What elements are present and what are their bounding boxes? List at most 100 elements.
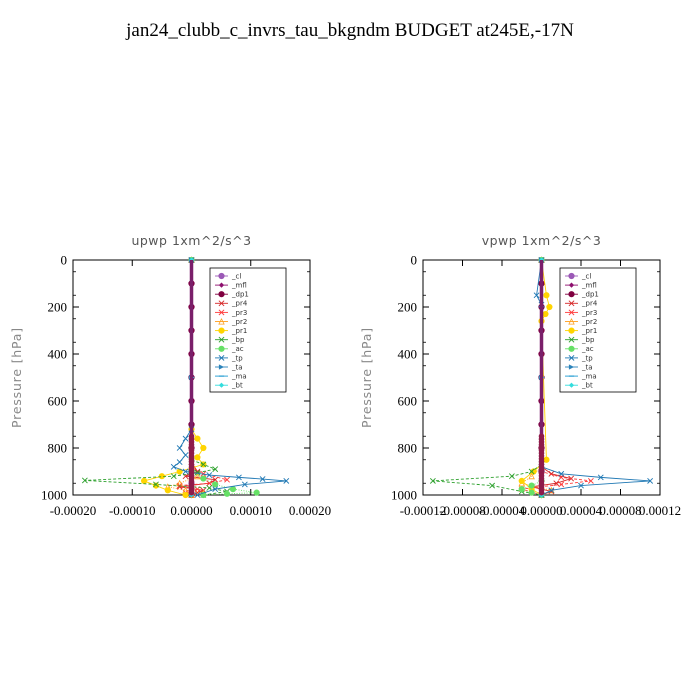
x-tick-label: 0.00020 <box>289 503 331 518</box>
legend-label: _ac <box>231 345 244 353</box>
series-point <box>543 292 550 299</box>
legend-marker <box>218 327 225 334</box>
x-tick-label: -0.00012 <box>400 503 447 518</box>
legend-label: _pr3 <box>231 309 247 317</box>
central-profile <box>188 260 195 496</box>
series-point <box>546 303 553 311</box>
series-bp <box>429 257 545 498</box>
series-point <box>176 445 183 451</box>
central-profile <box>538 260 545 496</box>
y-tick-label: 600 <box>48 394 68 409</box>
legend-label: _dp1 <box>581 291 599 299</box>
series-point <box>141 477 148 484</box>
legend-marker <box>568 327 575 334</box>
y-tick-label: 800 <box>48 441 68 456</box>
y-tick-label: 0 <box>61 253 68 268</box>
legend-marker <box>218 282 225 288</box>
y-axis-label: Pressure [hPa] <box>9 327 24 428</box>
series-point <box>597 474 604 481</box>
y-tick-label: 200 <box>398 300 418 315</box>
series-point <box>528 468 535 475</box>
panel-1: upwp 1xm^2/s^3 Pressure [hPa] 0 200 400 600 80… <box>9 233 331 518</box>
legend-marker <box>568 364 575 370</box>
legend-label: _pr1 <box>581 327 597 335</box>
series-point <box>241 481 248 488</box>
series-point <box>170 473 177 480</box>
legend-label: _cl <box>231 272 241 280</box>
series-point <box>206 472 213 478</box>
legend-label: _bp <box>231 336 245 344</box>
series-point <box>206 480 213 487</box>
x-tick-label: -0.00010 <box>109 503 156 518</box>
series-point <box>206 485 213 491</box>
legend-marker <box>568 282 575 288</box>
legend-label: _pr3 <box>581 309 597 317</box>
central-profile-point <box>538 489 545 496</box>
legend-marker <box>218 291 225 298</box>
legend-label: _pr4 <box>581 300 598 308</box>
series-point <box>518 486 525 493</box>
x-tick-label: -0.00020 <box>50 503 97 518</box>
y-tick-label: 800 <box>398 441 418 456</box>
series-point <box>508 473 515 480</box>
legend-marker <box>568 318 575 325</box>
series-point <box>200 461 207 468</box>
legend-label: _pr2 <box>581 318 597 326</box>
series-point <box>647 477 654 484</box>
series-point <box>528 472 535 480</box>
legend-label: _bt <box>231 382 243 390</box>
series-point <box>578 482 584 489</box>
series-line <box>179 260 228 496</box>
series-point <box>200 475 207 482</box>
legend-label: _ma <box>581 373 597 381</box>
series-line <box>167 260 204 496</box>
series-line <box>84 260 228 496</box>
legend-marker <box>568 300 575 307</box>
series-point <box>152 482 160 489</box>
series-point <box>182 491 189 499</box>
series-point <box>194 435 201 442</box>
series-point <box>543 456 550 463</box>
series-pr1 <box>141 256 207 499</box>
plot-area <box>81 256 290 499</box>
legend-label: _ta <box>581 363 593 371</box>
series-point <box>224 476 230 483</box>
panel-2: vpwp 1xm^2/s^3 Pressure [hPa] 0 200 400 600 80… <box>359 233 681 518</box>
legend-marker <box>568 345 575 352</box>
series-point <box>212 486 219 493</box>
legend-label: _pr1 <box>231 327 247 335</box>
series-line <box>536 259 651 496</box>
legend-marker <box>218 364 225 370</box>
legend-label: _tp <box>231 354 243 362</box>
central-profile-point <box>188 489 195 496</box>
legend-marker <box>218 336 225 343</box>
legend-label: _pr2 <box>231 318 247 326</box>
y-tick-label: 400 <box>398 347 418 362</box>
series-point <box>548 487 555 494</box>
legend-label: _pr4 <box>231 300 248 308</box>
series-point <box>223 490 231 497</box>
legend-marker <box>218 300 225 307</box>
series-bp <box>81 257 230 498</box>
legend-marker <box>568 309 575 316</box>
y-axis-label: Pressure [hPa] <box>359 327 374 428</box>
series-point <box>153 481 159 488</box>
series-point <box>212 481 219 488</box>
series-point <box>259 476 266 482</box>
series-point <box>81 477 88 484</box>
figure-title: jan24_clubb_c_invrs_tau_bkgndm BUDGET at… <box>126 20 574 41</box>
x-tick-label: 0.00000 <box>520 503 562 518</box>
legend-label: _ta <box>231 363 243 371</box>
series-point <box>533 292 540 299</box>
series-point <box>182 452 189 458</box>
series-point <box>542 310 549 318</box>
series-point <box>182 435 189 442</box>
series-point <box>518 477 525 484</box>
series-point <box>212 466 219 473</box>
panel-title: vpwp 1xm^2/s^3 <box>482 233 602 248</box>
legend-label: _mfl <box>581 282 597 290</box>
y-tick-label: 0 <box>411 253 418 268</box>
panel-title: upwp 1xm^2/s^3 <box>131 233 251 248</box>
series-point <box>489 482 496 489</box>
